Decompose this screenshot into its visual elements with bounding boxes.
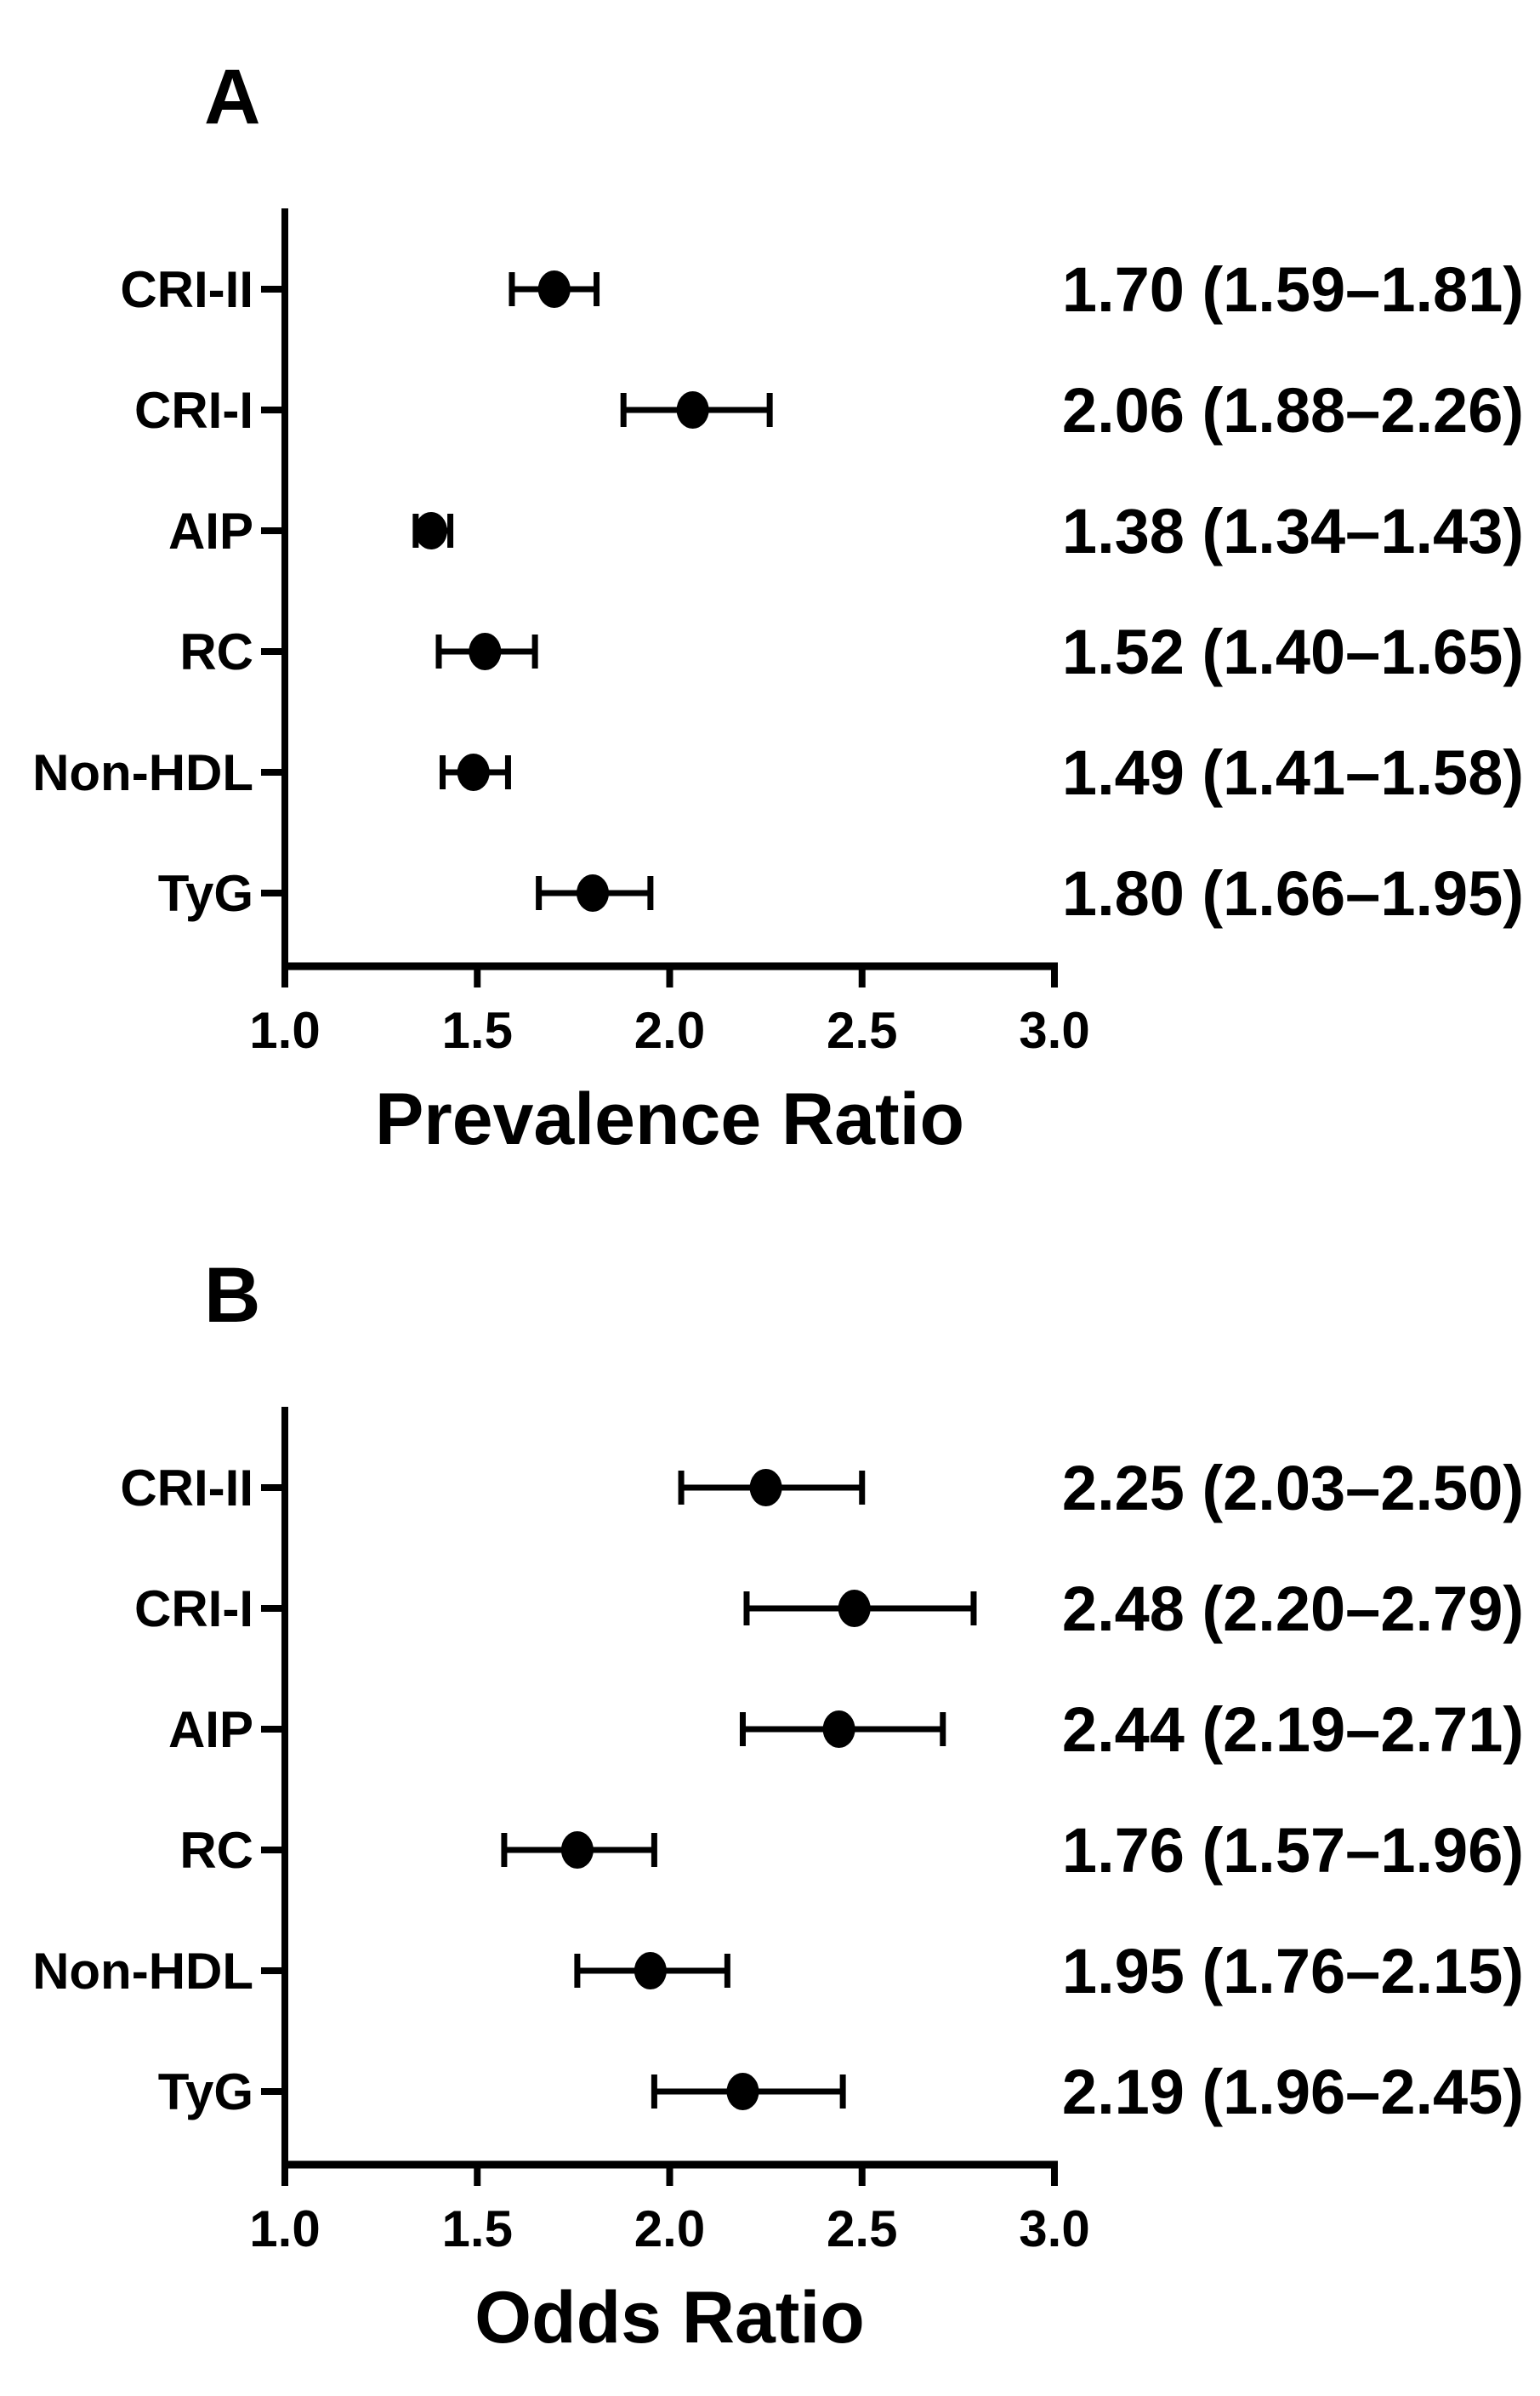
value-label: 1.95 (1.76–2.15) [1062,1936,1524,2006]
value-label: 2.48 (2.20–2.79) [1062,1574,1524,1644]
category-label: CRI-I [134,382,253,439]
x-tick-label: 1.5 [442,2200,513,2257]
estimate-dot [749,1469,782,1506]
estimate-dot [537,270,571,308]
category-label: TyG [158,2063,253,2120]
value-label: 2.25 (2.03–2.50) [1062,1453,1524,1523]
panel-letter: A [204,54,260,140]
panel-b-chart: B 1.0 1.5 2.0 2.5 3.0 Odds Ratio CRI-II 2.25 (2.… [32,1252,1524,2359]
x-tick-label: 2.0 [634,2200,705,2257]
category-label: Non-HDL [32,1943,253,2000]
category-label: CRI-II [120,261,253,318]
value-label: 2.06 (1.88–2.26) [1062,375,1524,446]
panel-a-chart: A 1.0 1.5 2.0 2.5 3.0 Prevalence Ratio CRI-II 1.… [32,54,1524,1160]
value-label: 1.70 (1.59–1.81) [1062,254,1524,325]
x-axis-title: Prevalence Ratio [375,1078,964,1160]
estimate-dot [457,754,490,791]
estimate-dot [822,1710,855,1748]
x-tick-label: 2.5 [827,1002,897,1059]
x-tick-label: 1.0 [249,2200,320,2257]
estimate-dot [634,1952,667,1989]
x-tick-label: 1.5 [442,1002,513,1059]
category-label: TyG [158,865,253,922]
estimate-dot [469,633,502,670]
category-label: RC [179,623,253,680]
estimate-dot [726,2073,759,2110]
x-tick-label: 2.0 [634,1002,705,1059]
estimate-dot [577,874,609,912]
value-label: 1.49 (1.41–1.58) [1062,737,1524,808]
x-axis-title: Odds Ratio [475,2277,865,2359]
estimate-dot [838,1590,871,1627]
category-label: CRI-II [120,1460,253,1517]
category-label: AIP [168,1701,253,1758]
value-label: 1.80 (1.66–1.95) [1062,858,1524,929]
value-label: 1.76 (1.57–1.96) [1062,1815,1524,1886]
panel-letter: B [204,1252,260,1339]
estimate-dot [560,1831,594,1869]
value-label: 1.52 (1.40–1.65) [1062,617,1524,687]
x-tick-label: 3.0 [1019,1002,1089,1059]
x-tick-label: 2.5 [827,2200,897,2257]
value-label: 2.44 (2.19–2.71) [1062,1694,1524,1765]
panel-b: B 1.0 1.5 2.0 2.5 3.0 Odds Ratio CRI-II 2.25 (2.… [0,1198,1540,2396]
estimate-dot [676,391,709,429]
category-label: Non-HDL [32,744,253,801]
panel-a: A 1.0 1.5 2.0 2.5 3.0 Prevalence Ratio CRI-II 1.… [32,54,1524,1160]
value-label: 2.19 (1.96–2.45) [1062,2057,1524,2127]
x-tick-label: 1.0 [249,1002,320,1059]
value-label: 1.38 (1.34–1.43) [1062,496,1524,566]
category-label: RC [179,1822,253,1879]
category-label: AIP [168,503,253,560]
x-tick-label: 3.0 [1019,2200,1089,2257]
category-label: CRI-I [134,1580,253,1637]
estimate-dot [414,512,447,549]
